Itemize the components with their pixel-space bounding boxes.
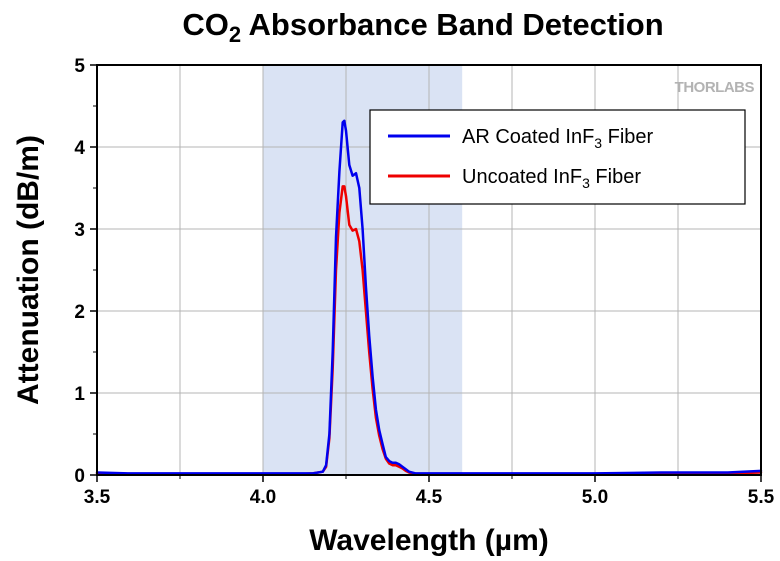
legend-label-ar-coated-sub: 3 xyxy=(594,135,602,151)
chart-title-main: CO xyxy=(182,7,229,42)
legend-label-uncoated-rest: Fiber xyxy=(590,166,641,188)
y-tick-label: 1 xyxy=(74,384,85,405)
legend-label-uncoated: Uncoated InF3 Fiber xyxy=(462,166,641,191)
x-axis-label: Wavelength (µm) xyxy=(309,524,549,557)
legend-label-ar-coated: AR Coated InF3 Fiber xyxy=(462,126,654,151)
y-tick-label: 4 xyxy=(74,138,85,159)
y-tick-label: 5 xyxy=(74,56,85,77)
series-layer xyxy=(95,119,763,476)
legend-label-uncoated-sub: 3 xyxy=(582,175,590,191)
series-line-ar-coated xyxy=(95,119,763,475)
legend-box xyxy=(369,109,746,205)
x-tick-label: 5.5 xyxy=(748,487,775,508)
y-tick-label: 0 xyxy=(74,466,85,487)
legend: AR Coated InF3 Fiber Uncoated InF3 Fiber xyxy=(369,109,746,205)
chart-title: CO2 Absorbance Band Detection xyxy=(182,7,663,47)
legend-label-ar-coated-rest: Fiber xyxy=(602,126,653,148)
legend-label-uncoated-main: Uncoated InF xyxy=(462,166,582,188)
chart-title-subscript: 2 xyxy=(229,22,241,47)
x-tick-label: 4.5 xyxy=(416,487,443,508)
y-axis-label: Attenuation (dB/m) xyxy=(12,135,45,405)
chart-title-rest: Absorbance Band Detection xyxy=(241,7,664,42)
y-tick-label: 2 xyxy=(74,302,85,323)
axis-ticks: 3.5 4.0 4.5 5.0 5.5 0 1 2 3 4 5 xyxy=(74,56,774,508)
x-tick-label: 5.0 xyxy=(582,487,608,508)
x-tick-label: 4.0 xyxy=(250,487,276,508)
thorlabs-logo: THORLABS xyxy=(675,79,755,96)
x-tick-label: 3.5 xyxy=(84,487,111,508)
legend-label-ar-coated-main: AR Coated InF xyxy=(462,126,594,148)
y-tick-label: 3 xyxy=(74,220,85,241)
